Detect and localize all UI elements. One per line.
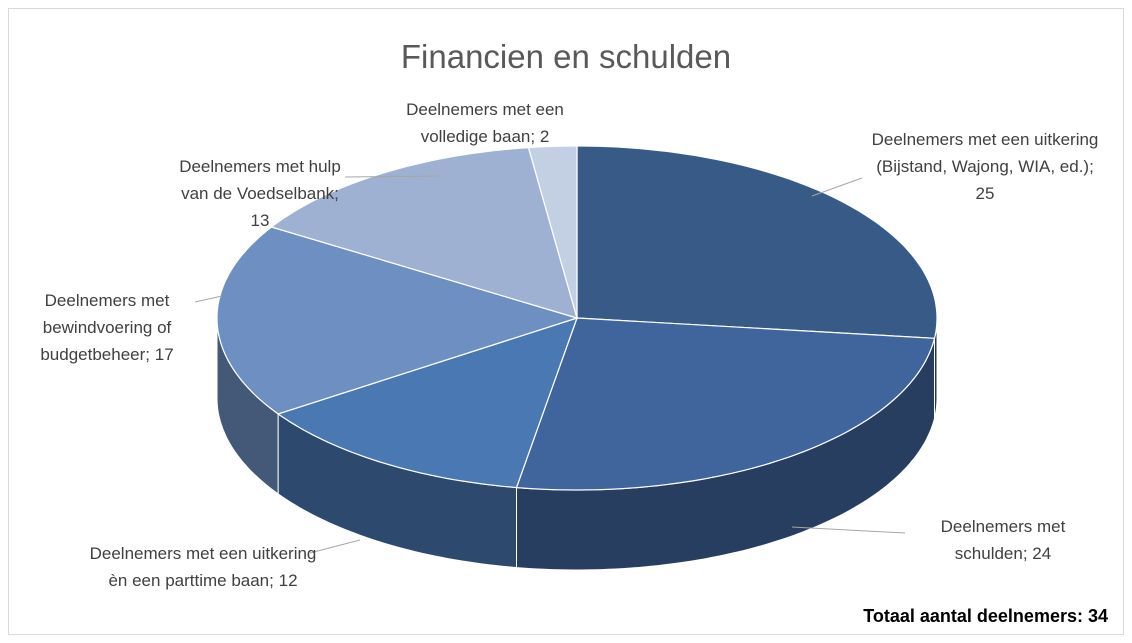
chart-title: Financien en schulden (400, 38, 732, 75)
leader-line (791, 526, 906, 534)
data-label: Deelnemers met een uitkering (Bijstand, … (870, 126, 1100, 207)
pie-slice (515, 317, 936, 491)
label-category: Deelnemers met bewindvoering of budgetbe… (40, 291, 172, 364)
data-label: Deelnemers met bewindvoering of budgetbe… (7, 287, 207, 368)
label-category: Deelnemers met schulden; (940, 517, 1066, 563)
label-value: 17 (154, 345, 174, 364)
pie-slice (576, 145, 938, 339)
data-label: Deelnemers met hulp van de Voedselbank; … (170, 153, 350, 234)
leader-line (194, 295, 223, 303)
label-value: 25 (975, 184, 995, 203)
data-label: Deelnemers met een uitkering èn een part… (78, 540, 328, 594)
leader-line (309, 539, 361, 554)
pie-slice (270, 146, 578, 319)
pie-slice (216, 226, 580, 415)
label-category: Deelnemers met een uitkering (Bijstand, … (871, 130, 1099, 176)
chart-border (8, 8, 1124, 635)
data-label: Deelnemers met een volledige baan; 2 (375, 96, 595, 150)
label-value: 24 (1032, 544, 1052, 563)
label-value: 2 (539, 127, 550, 146)
pie-slice (276, 317, 578, 489)
pie-slice (527, 145, 578, 319)
label-value: 13 (250, 211, 270, 230)
leader-line (811, 177, 863, 197)
label-category: Deelnemers met hulp van de Voedselbank; (179, 157, 341, 203)
label-category: Deelnemers met een volledige baan; (406, 100, 564, 146)
data-label: Deelnemers met schulden; 24 (918, 513, 1088, 567)
label-category: Deelnemers met een uitkering èn een part… (89, 544, 317, 590)
annotation: Totaal aantal deelnemers: 34 (863, 606, 1108, 626)
label-value: 12 (278, 571, 298, 590)
leader-line (344, 175, 441, 178)
